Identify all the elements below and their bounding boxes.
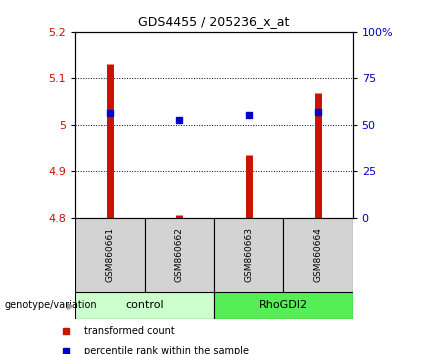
- Text: RhoGDI2: RhoGDI2: [259, 300, 308, 310]
- Text: genotype/variation: genotype/variation: [4, 300, 97, 310]
- Title: GDS4455 / 205236_x_at: GDS4455 / 205236_x_at: [138, 15, 290, 28]
- Text: ▶: ▶: [67, 300, 74, 310]
- Text: control: control: [125, 300, 164, 310]
- Text: GSM860662: GSM860662: [175, 227, 184, 282]
- Text: GSM860663: GSM860663: [244, 227, 253, 282]
- Bar: [214, 218, 283, 292]
- Bar: [214, 292, 353, 319]
- Text: transformed count: transformed count: [83, 326, 175, 336]
- Bar: [75, 218, 144, 292]
- Bar: [283, 218, 353, 292]
- Bar: [144, 218, 214, 292]
- Text: percentile rank within the sample: percentile rank within the sample: [83, 346, 249, 354]
- Text: GSM860661: GSM860661: [105, 227, 114, 282]
- Text: GSM860664: GSM860664: [313, 227, 322, 282]
- Bar: [75, 292, 214, 319]
